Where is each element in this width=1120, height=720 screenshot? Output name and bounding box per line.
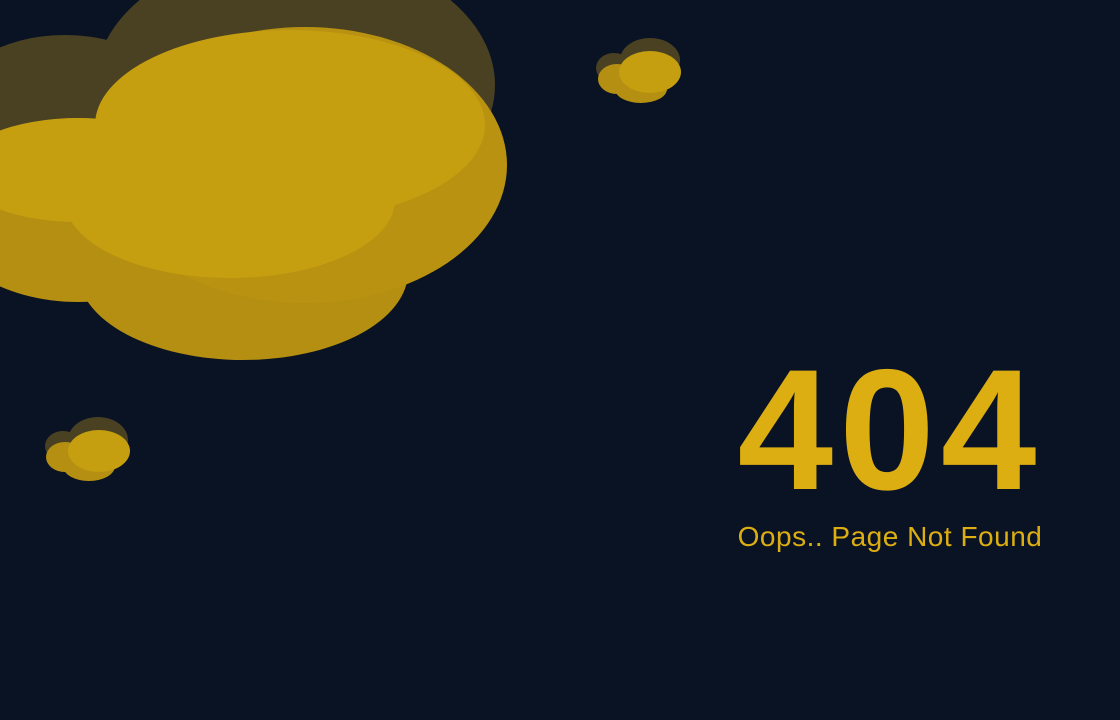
small-cloud-left-main (68, 430, 130, 472)
large-cloud-highlight-center (65, 122, 395, 278)
error-code: 404 (737, 334, 1043, 526)
error-block: 404 Oops.. Page Not Found (700, 340, 1080, 554)
small-cloud-top-main (619, 51, 681, 93)
large-cloud (0, 0, 507, 360)
error-message: Oops.. Page Not Found (737, 521, 1043, 552)
small-cloud-top (596, 38, 681, 103)
small-cloud-left (45, 417, 130, 481)
